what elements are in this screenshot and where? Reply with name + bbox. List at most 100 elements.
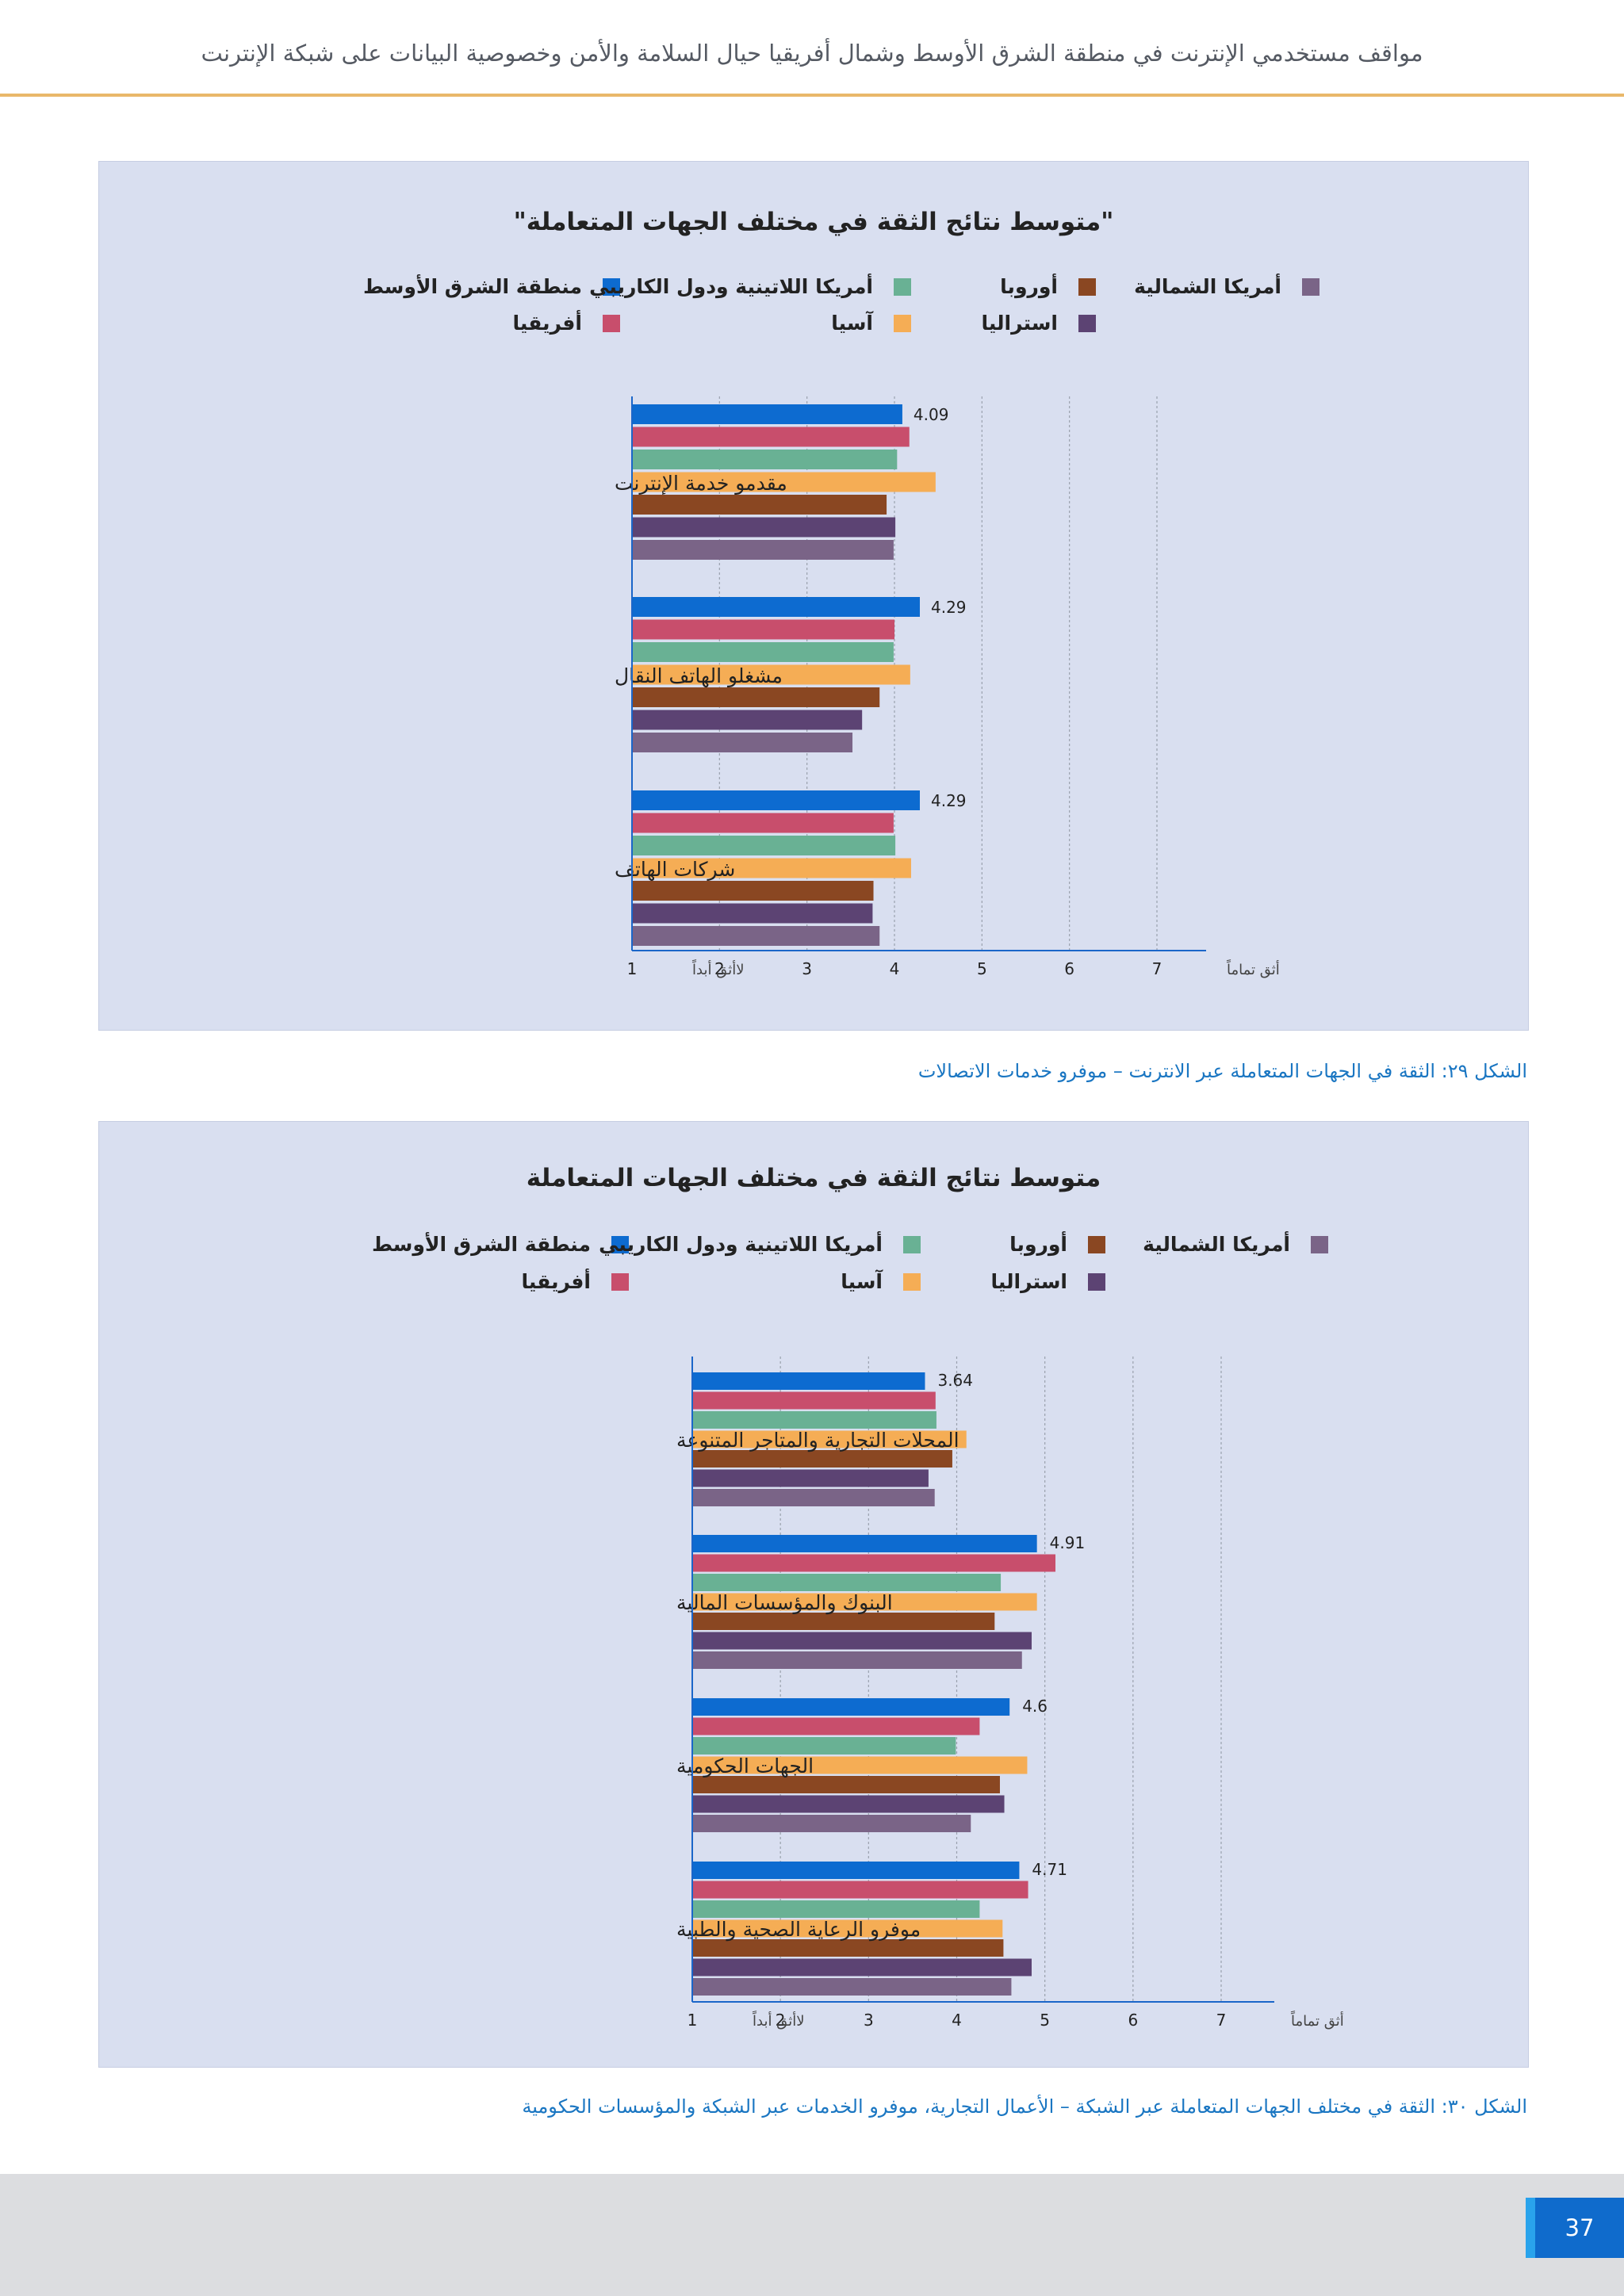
x-tick-label: 5 [977, 959, 987, 978]
bar-mena-1 [632, 404, 902, 424]
bar-europe-3 [692, 1776, 1000, 1793]
legend-mena: منطقة الشرق الأوسط [363, 275, 620, 298]
bar-australia-2 [632, 710, 863, 730]
legend-north-america: أمريكا الشمالية [1134, 275, 1320, 298]
legend-swatch-mena [603, 277, 620, 296]
bar-australia-2 [692, 1632, 1032, 1650]
category-label: البنوك والمؤسسات المالية [676, 1591, 893, 1615]
bar-mena-2 [632, 597, 920, 617]
bar-north_america-2 [692, 1651, 1022, 1669]
bar-north_america-3 [632, 926, 880, 946]
bar-africa-1 [692, 1391, 936, 1410]
bar-europe-1 [632, 495, 887, 515]
header-title: مواقف مستخدمي الإنترنت في منطقة الشرق ال… [201, 40, 1423, 67]
category-label: مشغلو الهاتف النقال [615, 664, 783, 688]
bar-latam-2 [692, 1574, 1002, 1591]
bar-europe-4 [692, 1939, 1004, 1957]
x-tick-label: 2 [776, 2011, 786, 2030]
bar-latam-3 [692, 1737, 956, 1755]
category-label: الجهات الحكومية [676, 1755, 814, 1778]
bar-asia-2 [632, 664, 910, 685]
bar-asia-1 [632, 472, 936, 492]
bar-mena-3 [632, 790, 920, 810]
value-label: 4.91 [1050, 1533, 1086, 1552]
x-tick-label: 4 [952, 2011, 962, 2030]
bar-chart-1: 4.09 مقدمو خدمة الإنترنت 4.29 مشغلو الهاتف … [615, 396, 1280, 978]
bar-asia-3 [632, 858, 911, 878]
x-tick-label: 3 [864, 2011, 874, 2030]
chart-panel-1: "متوسط نتائج الثقة في مختلف الجهات المتع… [98, 161, 1529, 1031]
x-tick-label: 6 [1128, 2011, 1138, 2030]
value-label: 4.29 [931, 598, 967, 617]
legend-australia: استراليا [982, 312, 1096, 335]
bar-europe-2 [632, 687, 880, 707]
chart-title-1: "متوسط نتائج الثقة في مختلف الجهات المتع… [513, 208, 1114, 236]
category-label: موفرو الرعاية الصحية والطبية [676, 1918, 921, 1942]
value-label: 4.09 [914, 405, 949, 424]
legend-swatch-africa [603, 314, 620, 332]
legend-north-america: أمريكا الشمالية [1143, 1233, 1328, 1256]
x-tick-label: 4 [890, 959, 900, 978]
legend-swatch-europe [1088, 1235, 1105, 1253]
bar-latam-2 [632, 642, 894, 662]
legend-latam: أمريكا اللاتينية ودول الكاريبي [599, 1233, 921, 1256]
chart-title-2: متوسط نتائج الثقة في مختلف الجهات المتعا… [526, 1164, 1101, 1192]
bar-mena-3 [692, 1698, 1010, 1716]
x-tick-label: 1 [688, 2011, 698, 2030]
legend-swatch-latam [903, 1235, 921, 1253]
legend-australia: استراليا [991, 1270, 1105, 1293]
x-max-label: أثق تماماً [1290, 2011, 1344, 2030]
bar-north_america-3 [692, 1815, 971, 1832]
bar-africa-4 [692, 1881, 1028, 1899]
legend-asia: آسيا [841, 1270, 921, 1293]
page-footer [0, 2174, 1624, 2296]
x-tick-label: 7 [1216, 2011, 1227, 2030]
x-min-label: لاأثق أبداً [691, 959, 744, 978]
bar-africa-2 [632, 619, 894, 640]
bar-latam-3 [632, 836, 896, 855]
x-max-label: أثق تماماً [1226, 959, 1280, 978]
legend-swatch-australia [1088, 1272, 1105, 1291]
legend-latam: أمريكا اللاتينية ودول الكاريبي [589, 275, 911, 298]
legend-swatch-north-america [1302, 277, 1320, 296]
bar-north_america-2 [632, 733, 853, 752]
bar-australia-1 [632, 517, 896, 538]
x-tick-label: 7 [1152, 959, 1162, 978]
value-label: 4.6 [1022, 1697, 1048, 1716]
bar-chart-2: 3.64 المحلات التجارية والمتاجر المتنوعة 4.… [676, 1357, 1344, 2030]
bar-africa-3 [632, 813, 894, 833]
legend-swatch-australia [1078, 314, 1096, 332]
bar-europe-2 [692, 1613, 995, 1630]
bar-latam-1 [692, 1411, 936, 1429]
bar-asia-4 [692, 1919, 1003, 1938]
bar-europe-1 [692, 1450, 952, 1468]
bar-europe-3 [632, 881, 874, 901]
x-tick-label: 6 [1064, 959, 1074, 978]
legend-europe: أوروبا [1009, 1233, 1105, 1256]
bar-mena-4 [692, 1862, 1020, 1879]
bar-australia-4 [692, 1958, 1032, 1976]
figure-caption-29: الشكل ٢٩: الثقة في الجهات المتعاملة عبر … [917, 1060, 1527, 1082]
category-label: مقدمو خدمة الإنترنت [615, 472, 787, 495]
value-label: 4.71 [1032, 1860, 1067, 1879]
legend-swatch-north-america [1311, 1235, 1328, 1253]
legend-asia: آسيا [831, 312, 911, 335]
bar-latam-1 [632, 450, 898, 469]
bar-africa-3 [692, 1717, 980, 1735]
legend-swatch-asia [903, 1272, 921, 1291]
page-header: مواقف مستخدمي الإنترنت في منطقة الشرق ال… [0, 0, 1624, 97]
legend-swatch-europe [1078, 277, 1096, 296]
legend-mena: منطقة الشرق الأوسط [372, 1233, 629, 1256]
legend-swatch-asia [894, 314, 911, 332]
figure-caption-30: الشكل ٣٠: الثقة في مختلف الجهات المتعامل… [522, 2095, 1527, 2118]
bar-latam-4 [692, 1900, 980, 1918]
bar-asia-3 [692, 1756, 1028, 1774]
bar-australia-1 [692, 1469, 929, 1487]
x-tick-label: 5 [1040, 2011, 1050, 2030]
legend-africa: أفريقيا [522, 1270, 629, 1293]
category-label: شركات الهاتف [615, 858, 735, 882]
bar-asia-2 [692, 1593, 1037, 1611]
bar-mena-2 [692, 1535, 1037, 1552]
bar-north_america-4 [692, 1978, 1012, 1996]
bar-africa-1 [632, 427, 910, 447]
